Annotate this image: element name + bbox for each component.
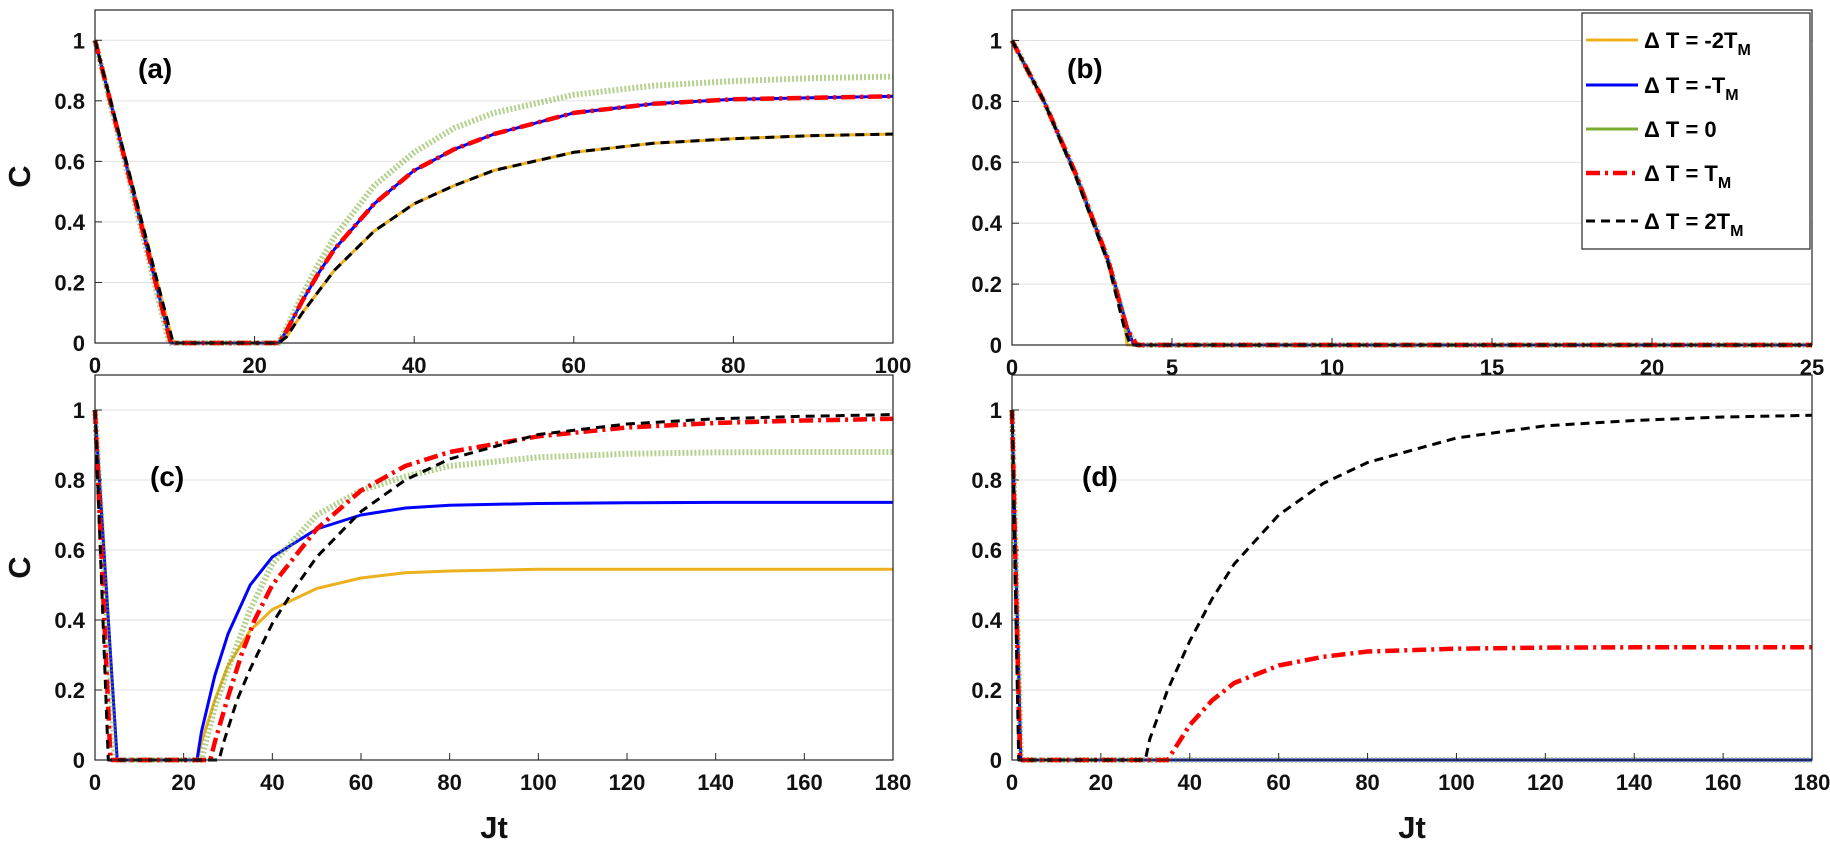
- y-tick-label: 0.2: [54, 678, 85, 703]
- legend-entry-2: Δ T = -TM: [1644, 73, 1739, 104]
- x-tick-label: 120: [1527, 770, 1564, 795]
- x-tick-label: 60: [1266, 770, 1290, 795]
- y-tick-label: 1: [990, 28, 1002, 53]
- x-tick-label: 5: [1166, 355, 1178, 380]
- y-tick-label: 0.8: [54, 89, 85, 114]
- y-tick-label: 1: [73, 28, 85, 53]
- y-tick-label: 0.2: [971, 678, 1002, 703]
- series-line-5: [93, 409, 894, 762]
- panel-label: (b): [1067, 53, 1103, 84]
- x-tick-label: 100: [875, 353, 912, 378]
- series-line-5: [1010, 39, 1812, 347]
- x-tick-label: 180: [1794, 770, 1830, 795]
- x-tick-label: 20: [242, 353, 266, 378]
- x-tick-label: 80: [1355, 770, 1379, 795]
- x-tick-label: 60: [562, 353, 586, 378]
- series-line-5: [93, 39, 894, 345]
- y-tick-label: 0.2: [54, 270, 85, 295]
- series-line-4: [92, 39, 894, 346]
- y-tick-label: 0.8: [971, 89, 1002, 114]
- axes-frame: [1011, 374, 1813, 761]
- panel-label: (d): [1082, 461, 1118, 492]
- x-tick-label: 140: [697, 770, 734, 795]
- y-tick-label: 0.4: [971, 211, 1002, 236]
- y-tick-label: 0.8: [54, 468, 85, 493]
- x-tick-label: 100: [1438, 770, 1475, 795]
- x-tick-label: 40: [402, 353, 426, 378]
- axes-frame: [94, 374, 894, 761]
- x-tick-label: 40: [1178, 770, 1202, 795]
- x-tick-label: 0: [1006, 770, 1018, 795]
- legend-box: [1581, 12, 1811, 250]
- y-axis-label: C: [2, 165, 37, 187]
- y-tick-label: 0.4: [54, 608, 85, 633]
- series-line-3: [92, 409, 893, 763]
- x-tick-label: 20: [171, 770, 195, 795]
- x-axis-label: Jt: [1398, 810, 1426, 845]
- series-line-4: [1009, 409, 1812, 763]
- y-tick-label: 0.8: [971, 468, 1002, 493]
- y-tick-label: 0.6: [971, 150, 1002, 175]
- x-tick-label: 80: [437, 770, 461, 795]
- x-tick-label: 120: [609, 770, 646, 795]
- y-tick-label: 0.4: [971, 608, 1002, 633]
- x-tick-label: 80: [721, 353, 745, 378]
- y-tick-label: 0.6: [971, 538, 1002, 563]
- panel-label: (c): [150, 461, 184, 492]
- legend-entry-5: Δ T = 2TM: [1644, 209, 1743, 240]
- x-tick-label: 0: [1006, 355, 1018, 380]
- plot-area: [95, 10, 893, 343]
- x-axis-label: Jt: [480, 810, 508, 845]
- legend-entry-1: Δ T = -2TM: [1644, 28, 1751, 59]
- y-tick-label: 0.4: [54, 210, 85, 235]
- x-tick-label: 40: [260, 770, 284, 795]
- legend-entry-3: Δ T = 0: [1644, 117, 1717, 142]
- series-line-3: [92, 39, 894, 346]
- y-tick-label: 0.6: [54, 149, 85, 174]
- y-tick-label: 0.2: [971, 272, 1002, 297]
- plot-area: [1012, 375, 1812, 760]
- axes-frame: [94, 9, 894, 344]
- y-tick-label: 1: [990, 398, 1002, 423]
- x-tick-label: 0: [89, 770, 101, 795]
- x-tick-label: 180: [875, 770, 912, 795]
- subplot-c: 0 20 40 60 80 100 120 140 160 180 0 0.2 0.4 0.6 0.8 1 C J…: [2, 374, 912, 845]
- y-axis-label: C: [2, 556, 37, 578]
- y-tick-label: 0: [990, 333, 1002, 358]
- series-line-5: [1010, 409, 1813, 762]
- y-tick-label: 0.6: [54, 538, 85, 563]
- x-tick-label: 60: [349, 770, 373, 795]
- y-tick-label: 0: [73, 331, 85, 356]
- x-tick-label: 0: [89, 353, 101, 378]
- subplot-d: 0 20 40 60 80 100 120 140 160 180 0 0.2 0.4 0.6 0.8 1 Jt…: [971, 374, 1830, 845]
- legend: Δ T = -2TM Δ T = -TM Δ T = 0 Δ T = TM Δ T = …: [1581, 12, 1811, 250]
- x-tick-label: 140: [1616, 770, 1653, 795]
- y-tick-label: 1: [73, 398, 85, 423]
- y-tick-label: 0: [73, 748, 85, 773]
- series-line-4: [92, 409, 894, 763]
- x-tick-label: 160: [786, 770, 823, 795]
- legend-entry-4: Δ T = TM: [1644, 161, 1731, 192]
- x-tick-label: 100: [520, 770, 557, 795]
- subplot-a: 0 20 40 60 80 100 0 0.2 0.4 0.6 0.8 1 C (a): [2, 9, 912, 378]
- x-tick-label: 20: [1089, 770, 1113, 795]
- x-tick-label: 160: [1705, 770, 1742, 795]
- panel-label: (a): [138, 53, 172, 84]
- axes-frame: [1011, 9, 1813, 346]
- y-tick-label: 0: [990, 748, 1002, 773]
